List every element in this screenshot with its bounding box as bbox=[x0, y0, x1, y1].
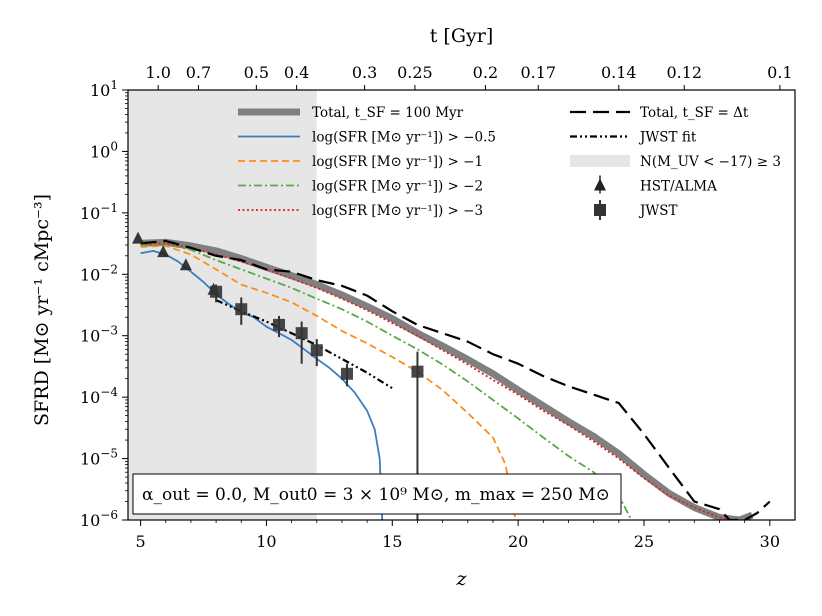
y-tick-label: 10−2 bbox=[80, 262, 118, 284]
top-tick-label: 1.0 bbox=[145, 63, 170, 82]
series-line-5 bbox=[140, 239, 771, 520]
y-tick-label: 101 bbox=[90, 78, 118, 100]
y-tick-label: 10−3 bbox=[80, 324, 118, 346]
top-tick-label: 0.2 bbox=[473, 63, 498, 82]
jwst-point bbox=[411, 365, 424, 378]
legend-label-2: log(SFR [M⊙ yr⁻¹]) > −1 bbox=[312, 154, 483, 170]
jwst-point bbox=[340, 367, 353, 380]
x-tick-label: 30 bbox=[760, 532, 780, 551]
x-tick-label: 5 bbox=[135, 532, 145, 551]
top-tick-label: 0.7 bbox=[186, 63, 211, 82]
top-tick-label: 0.14 bbox=[601, 63, 637, 82]
y-axis-label: SFRD [M⊙ yr⁻¹ cMpc⁻³] bbox=[31, 194, 53, 426]
top-tick-label: 0.5 bbox=[244, 63, 269, 82]
legend-label-right-2: N(M_UV < −17) ≥ 3 bbox=[640, 154, 781, 170]
shaded-region bbox=[128, 90, 317, 520]
jwst-point bbox=[310, 344, 323, 357]
annotation-text: α_out = 0.0, M_out0 = 3 × 10⁹ M⊙, m_max … bbox=[142, 485, 610, 505]
y-tick-label: 10−5 bbox=[80, 447, 118, 469]
legend-label-1: log(SFR [M⊙ yr⁻¹]) > −0.5 bbox=[312, 130, 496, 146]
hst-alma-point bbox=[157, 245, 170, 258]
x-axis-label: z bbox=[455, 568, 467, 590]
jwst-point bbox=[273, 318, 286, 331]
legend-label-right-4: JWST bbox=[638, 203, 678, 219]
jwst-point bbox=[295, 327, 308, 340]
legend-swatch-square bbox=[594, 204, 606, 216]
top-tick-label: 0.3 bbox=[352, 63, 377, 82]
x-tick-label: 10 bbox=[256, 532, 276, 551]
plot-frame bbox=[127, 89, 796, 521]
series-line-0 bbox=[140, 238, 754, 520]
annotation-box bbox=[132, 473, 622, 515]
top-tick-label: 0.25 bbox=[397, 63, 433, 82]
top-axis-label: t [Gyr] bbox=[430, 25, 494, 47]
y-tick-label: 10−1 bbox=[80, 201, 118, 223]
y-tick-label: 100 bbox=[90, 139, 118, 161]
jwst-point bbox=[210, 285, 223, 298]
x-tick-label: 15 bbox=[382, 532, 402, 551]
series-line-2 bbox=[140, 245, 517, 520]
legend-label-4: log(SFR [M⊙ yr⁻¹]) > −3 bbox=[312, 203, 483, 219]
hst-alma-point bbox=[179, 258, 192, 271]
legend-label-right-0: Total, t_SF = Δt bbox=[640, 105, 749, 121]
series-line-3 bbox=[140, 243, 633, 520]
x-tick-label: 20 bbox=[508, 532, 528, 551]
top-tick-label: 0.4 bbox=[284, 63, 309, 82]
x-tick-label: 25 bbox=[634, 532, 654, 551]
hst-alma-point bbox=[132, 231, 145, 244]
legend-swatch-shade bbox=[570, 155, 630, 167]
top-tick-label: 0.17 bbox=[520, 63, 556, 82]
legend-label-right-3: HST/ALMA bbox=[640, 179, 717, 195]
legend-label-0: Total, t_SF = 100 Myr bbox=[312, 105, 464, 121]
y-tick-label: 10−4 bbox=[80, 385, 118, 407]
legend-label-right-1: JWST fit bbox=[638, 130, 697, 146]
top-tick-label: 0.1 bbox=[767, 63, 792, 82]
series-line-6 bbox=[215, 299, 393, 390]
top-tick-label: 0.12 bbox=[666, 63, 702, 82]
jwst-point bbox=[235, 303, 248, 316]
y-tick-label: 10−6 bbox=[80, 508, 118, 530]
legend-label-3: log(SFR [M⊙ yr⁻¹]) > −2 bbox=[312, 179, 483, 195]
